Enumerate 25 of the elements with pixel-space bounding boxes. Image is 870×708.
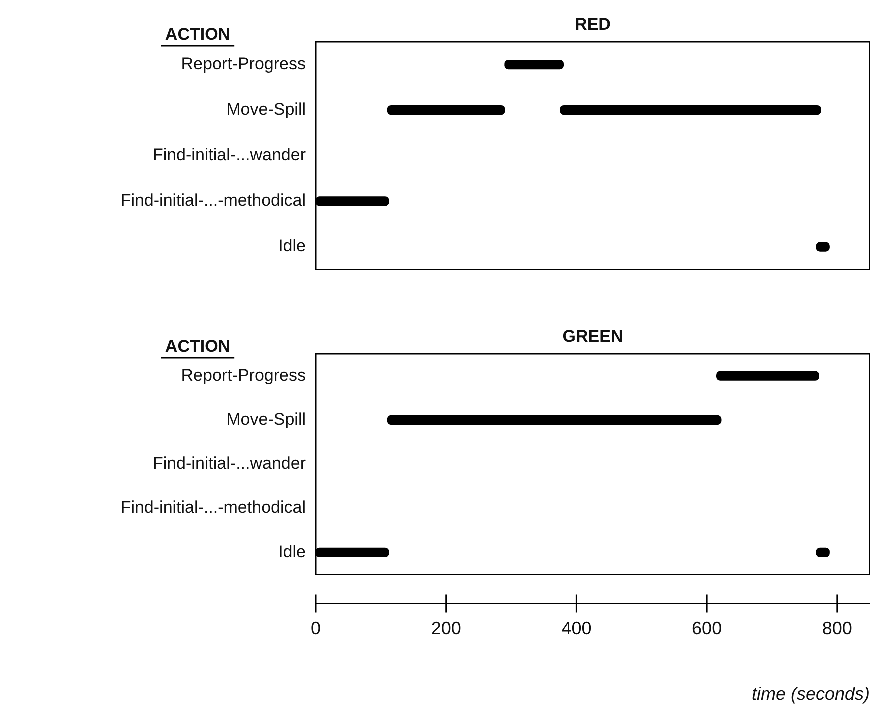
y-tick-label: Report-Progress [181,366,306,385]
bar [387,106,506,116]
chart-title: GREEN [562,327,624,346]
y-axis-title: ACTION [165,337,231,356]
bar [560,106,822,116]
x-tick-label: 400 [562,618,592,639]
y-tick-label: Find-initial-...wander [152,454,306,474]
y-tick-label: Find-initial-...wander [152,146,306,165]
y-axis-title: ACTION [165,25,231,44]
bar [504,60,564,70]
y-tick-label: Move-Spill [226,100,306,120]
bar [716,371,820,381]
y-tick-label: Find-initial-...-methodical [120,191,306,210]
y-tick-label: Find-initial-...-methodical [120,498,306,518]
x-axis-title: time (seconds) [752,684,870,704]
x-tick-label: 800 [822,618,852,639]
chart-title: RED [575,15,611,34]
x-tick-label: 600 [692,618,722,639]
bar [387,415,722,426]
y-tick-label: Idle [278,236,306,256]
y-tick-label: Move-Spill [226,410,306,429]
y-tick-label: Idle [278,542,306,562]
x-tick-label: 200 [431,618,462,639]
x-tick-label: 0 [310,618,322,639]
y-tick-label: Report-Progress [181,54,306,74]
